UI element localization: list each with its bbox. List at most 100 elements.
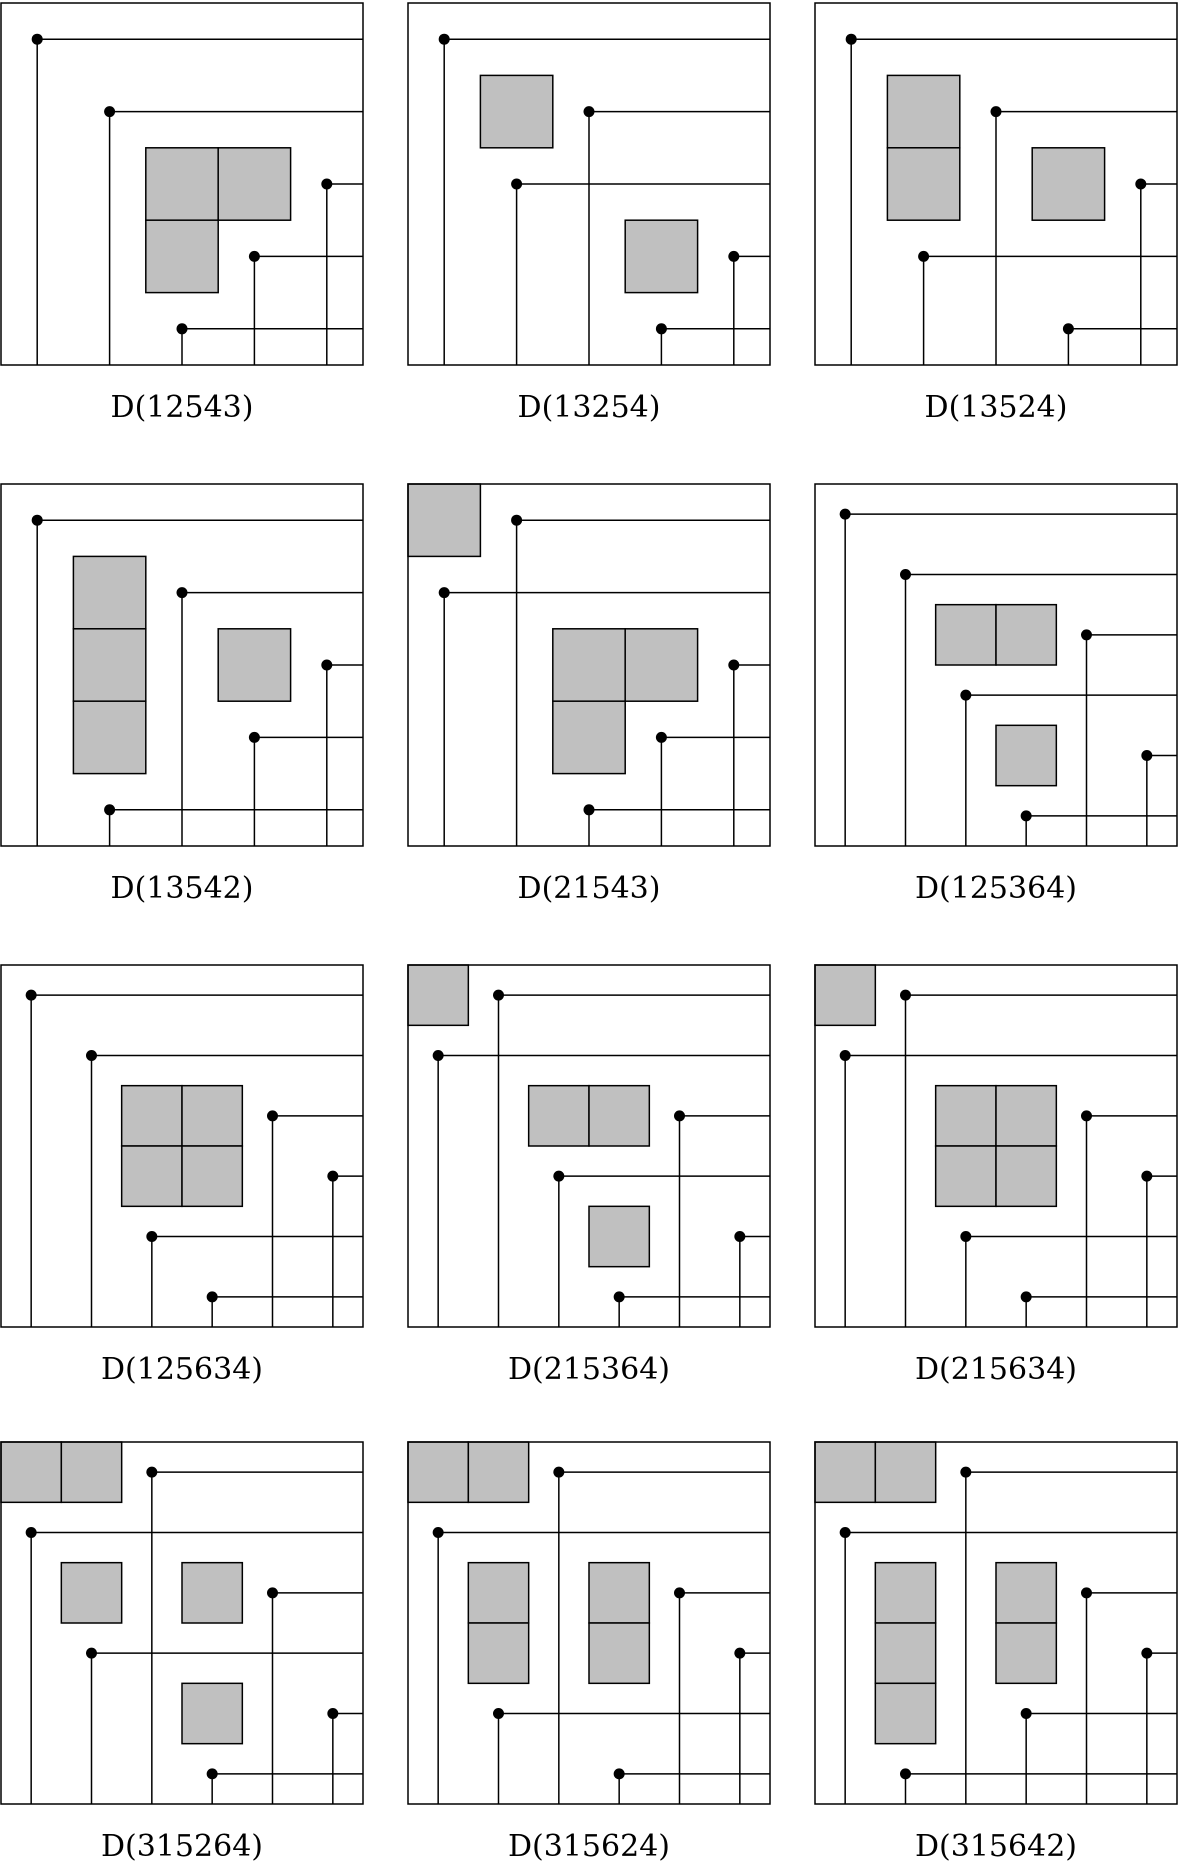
diagram-cell (995, 603, 1058, 666)
diagram-cell (60, 1561, 123, 1624)
diagram-cell (181, 1561, 244, 1624)
permutation-dot (104, 804, 116, 816)
rothe-diagram: D(125364) (814, 483, 1178, 906)
permutation-dot (553, 1466, 565, 1478)
permutation-dot (511, 514, 523, 526)
frame (814, 964, 1178, 1328)
diagram-cell (120, 1084, 183, 1147)
diagram-caption: D(215634) (915, 1352, 1077, 1387)
permutation-dot (327, 1170, 339, 1182)
permutation-dot (493, 1708, 504, 1719)
diagram-caption: D(215364) (508, 1352, 670, 1387)
diagram-caption: D(13542) (111, 871, 254, 906)
diagram-cell (72, 700, 147, 775)
permutation-dot (583, 106, 595, 118)
permutation-dot (1062, 323, 1074, 335)
diagram-cell (552, 628, 626, 702)
permutation-dot (31, 33, 43, 45)
permutation-dot (1141, 1170, 1153, 1182)
rothe-diagram: D(13542) (0, 483, 364, 906)
permutation-dot (900, 569, 911, 580)
permutation-dot (1020, 810, 1032, 822)
diagram-cell (527, 1084, 590, 1147)
rothe-diagram: D(315624) (407, 1441, 771, 1862)
diagram-caption: D(13524) (925, 390, 1068, 425)
diagram-cell (145, 147, 219, 221)
permutation-dot (839, 1050, 851, 1061)
diagram-cell (624, 628, 699, 702)
permutation-dot (1020, 1708, 1032, 1719)
permutation-dot (432, 1527, 444, 1538)
permutation-dot (31, 514, 43, 526)
diagram-cell (181, 1145, 244, 1208)
diagram-cell (814, 1441, 877, 1504)
permutation-dot (511, 178, 523, 190)
permutation-dot (728, 659, 740, 671)
permutation-dot (583, 804, 595, 816)
permutation-dot (728, 250, 740, 262)
diagram-caption: D(21543) (518, 871, 661, 906)
permutation-dot (206, 1291, 218, 1303)
diagram-cell (60, 1441, 123, 1504)
permutation-dot (1020, 1291, 1032, 1303)
diagram-cell (995, 1622, 1058, 1685)
diagram-cell (886, 74, 961, 149)
rothe-diagram: D(12543) (0, 2, 364, 425)
rothe-diagram: D(13254) (407, 2, 771, 425)
diagram-cell (145, 219, 219, 294)
diagram-cell (588, 1561, 651, 1624)
permutation-dot (674, 1110, 685, 1122)
permutation-dot (734, 1231, 746, 1242)
diagram-cell (217, 147, 292, 221)
diagram-cell (886, 147, 961, 221)
permutation-dot (960, 1466, 972, 1478)
permutation-dot (1135, 178, 1147, 190)
diagram-cell (181, 1084, 244, 1147)
permutation-dot (438, 587, 450, 599)
diagram-cell (874, 1561, 937, 1624)
diagram-cell (407, 1441, 470, 1504)
permutation-dot (86, 1050, 97, 1061)
permutation-dot (839, 508, 851, 520)
diagram-caption: D(315642) (915, 1829, 1077, 1862)
diagram-cell (467, 1441, 530, 1504)
diagram-caption: D(125634) (101, 1352, 263, 1387)
diagram-cell (995, 724, 1058, 787)
diagram-cell (874, 1682, 937, 1745)
permutation-dot (960, 689, 972, 701)
diagram-cell (874, 1622, 937, 1685)
permutation-dot (674, 1587, 685, 1599)
permutation-dot (206, 1768, 218, 1780)
frame (407, 1441, 771, 1805)
diagram-cell (588, 1622, 651, 1685)
permutation-dot (900, 1768, 911, 1780)
permutation-dot (327, 1708, 339, 1719)
permutation-dot (1141, 750, 1153, 761)
rothe-diagram: D(215634) (814, 964, 1178, 1387)
diagram-caption: D(125364) (915, 871, 1077, 906)
diagram-cell (467, 1622, 530, 1685)
permutation-dot (321, 178, 333, 190)
diagram-cell (588, 1205, 651, 1268)
diagram-caption: D(13254) (518, 390, 661, 425)
permutation-dot (176, 587, 188, 599)
permutation-dot (1081, 629, 1092, 641)
diagram-caption: D(12543) (111, 390, 254, 425)
diagram-cell (120, 1145, 183, 1208)
permutation-dot (104, 106, 116, 118)
diagram-cell (995, 1145, 1058, 1208)
diagram-cell (181, 1682, 244, 1745)
frame (407, 964, 771, 1328)
rothe-diagram: D(315642) (814, 1441, 1178, 1862)
permutation-dot (248, 731, 260, 743)
permutation-dot (86, 1647, 97, 1659)
permutation-dot (613, 1291, 625, 1303)
diagram-cell (407, 964, 470, 1027)
permutation-dot (267, 1110, 278, 1122)
permutation-dot (553, 1170, 565, 1182)
diagram-cell (0, 1441, 63, 1504)
diagram-cell (874, 1441, 937, 1504)
diagram-cell (588, 1084, 651, 1147)
diagram-cell (1031, 147, 1106, 221)
